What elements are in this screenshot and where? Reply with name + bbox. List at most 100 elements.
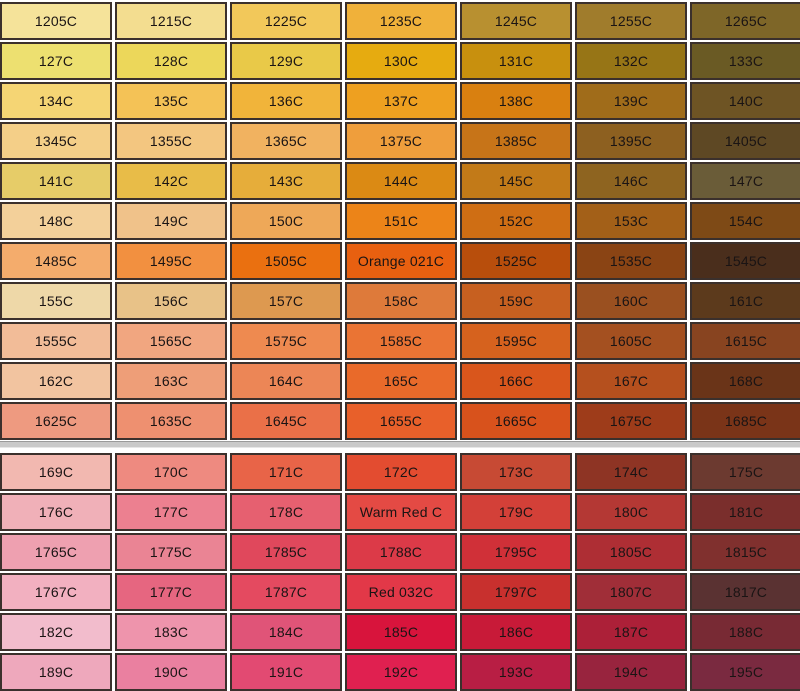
- color-swatch: 1625C: [0, 402, 112, 440]
- color-swatch: 184C: [230, 613, 342, 651]
- color-swatch: 1817C: [690, 573, 800, 611]
- color-swatch: 170C: [115, 453, 227, 491]
- color-swatch: 177C: [115, 493, 227, 531]
- color-swatch: 1265C: [690, 2, 800, 40]
- color-swatch: 1807C: [575, 573, 687, 611]
- color-swatch: 176C: [0, 493, 112, 531]
- color-swatch: 190C: [115, 653, 227, 691]
- color-swatch: 161C: [690, 282, 800, 320]
- color-swatch: 143C: [230, 162, 342, 200]
- color-swatch: 1375C: [345, 122, 457, 160]
- color-swatch: 132C: [575, 42, 687, 80]
- color-swatch: 1595C: [460, 322, 572, 360]
- color-swatch: 1365C: [230, 122, 342, 160]
- color-swatch: 1785C: [230, 533, 342, 571]
- color-swatch: 179C: [460, 493, 572, 531]
- color-swatch: 127C: [0, 42, 112, 80]
- color-swatch: 180C: [575, 493, 687, 531]
- color-swatch: 167C: [575, 362, 687, 400]
- color-swatch: Red 032C: [345, 573, 457, 611]
- color-swatch: 1405C: [690, 122, 800, 160]
- color-swatch: 142C: [115, 162, 227, 200]
- swatch-grid-yellows-oranges: 1205C 1215C 1225C 1235C 1245C 1255C 1265C 127C 1…: [0, 2, 800, 440]
- color-swatch: 178C: [230, 493, 342, 531]
- color-swatch: 128C: [115, 42, 227, 80]
- color-swatch: 136C: [230, 82, 342, 120]
- color-swatch: 137C: [345, 82, 457, 120]
- color-swatch: 169C: [0, 453, 112, 491]
- color-swatch: 138C: [460, 82, 572, 120]
- color-swatch: 151C: [345, 202, 457, 240]
- color-swatch: 1788C: [345, 533, 457, 571]
- color-swatch: 159C: [460, 282, 572, 320]
- color-swatch: 148C: [0, 202, 112, 240]
- color-swatch: 1787C: [230, 573, 342, 611]
- color-swatch: 1605C: [575, 322, 687, 360]
- color-swatch: 1525C: [460, 242, 572, 280]
- color-swatch: Orange 021C: [345, 242, 457, 280]
- color-swatch: 165C: [345, 362, 457, 400]
- color-swatch: 1535C: [575, 242, 687, 280]
- color-swatch: Warm Red C: [345, 493, 457, 531]
- color-swatch: 141C: [0, 162, 112, 200]
- color-swatch: 1797C: [460, 573, 572, 611]
- color-swatch: 1255C: [575, 2, 687, 40]
- color-swatch: 1575C: [230, 322, 342, 360]
- color-swatch: 1635C: [115, 402, 227, 440]
- color-swatch: 172C: [345, 453, 457, 491]
- color-swatch: 144C: [345, 162, 457, 200]
- color-swatch: 183C: [115, 613, 227, 651]
- color-swatch: 171C: [230, 453, 342, 491]
- color-swatch: 1485C: [0, 242, 112, 280]
- color-swatch: 1815C: [690, 533, 800, 571]
- color-swatch: 156C: [115, 282, 227, 320]
- color-swatch: 146C: [575, 162, 687, 200]
- color-swatch: 152C: [460, 202, 572, 240]
- color-swatch: 1225C: [230, 2, 342, 40]
- color-swatch: 162C: [0, 362, 112, 400]
- color-swatch: 135C: [115, 82, 227, 120]
- color-swatch: 145C: [460, 162, 572, 200]
- color-swatch: 1215C: [115, 2, 227, 40]
- color-swatch: 1805C: [575, 533, 687, 571]
- color-swatch: 185C: [345, 613, 457, 651]
- color-swatch: 173C: [460, 453, 572, 491]
- color-swatch: 163C: [115, 362, 227, 400]
- color-swatch: 153C: [575, 202, 687, 240]
- color-swatch: 1555C: [0, 322, 112, 360]
- color-swatch: 1505C: [230, 242, 342, 280]
- color-swatch: 1685C: [690, 402, 800, 440]
- color-swatch: 150C: [230, 202, 342, 240]
- color-swatch: 1777C: [115, 573, 227, 611]
- color-swatch: 1345C: [0, 122, 112, 160]
- color-swatch: 154C: [690, 202, 800, 240]
- color-swatch: 157C: [230, 282, 342, 320]
- color-swatch: 149C: [115, 202, 227, 240]
- color-swatch: 164C: [230, 362, 342, 400]
- color-swatch: 130C: [345, 42, 457, 80]
- color-swatch: 1565C: [115, 322, 227, 360]
- section-divider: [0, 441, 800, 448]
- color-swatch: 1767C: [0, 573, 112, 611]
- color-swatch: 189C: [0, 653, 112, 691]
- color-swatch: 140C: [690, 82, 800, 120]
- color-swatch: 155C: [0, 282, 112, 320]
- color-swatch: 1775C: [115, 533, 227, 571]
- color-swatch: 194C: [575, 653, 687, 691]
- swatch-grid-reds-pinks: 169C 170C 171C 172C 173C 174C 175C 176C 177C 178C…: [0, 453, 800, 691]
- color-swatch: 147C: [690, 162, 800, 200]
- color-swatch: 1205C: [0, 2, 112, 40]
- color-swatch: 193C: [460, 653, 572, 691]
- color-swatch: 1665C: [460, 402, 572, 440]
- color-swatch: 1545C: [690, 242, 800, 280]
- color-swatch: 174C: [575, 453, 687, 491]
- color-swatch: 1765C: [0, 533, 112, 571]
- color-swatch: 191C: [230, 653, 342, 691]
- color-swatch: 1495C: [115, 242, 227, 280]
- color-swatch: 1645C: [230, 402, 342, 440]
- color-swatch: 181C: [690, 493, 800, 531]
- color-swatch: 166C: [460, 362, 572, 400]
- color-swatch: 187C: [575, 613, 687, 651]
- color-swatch: 160C: [575, 282, 687, 320]
- color-swatch: 1585C: [345, 322, 457, 360]
